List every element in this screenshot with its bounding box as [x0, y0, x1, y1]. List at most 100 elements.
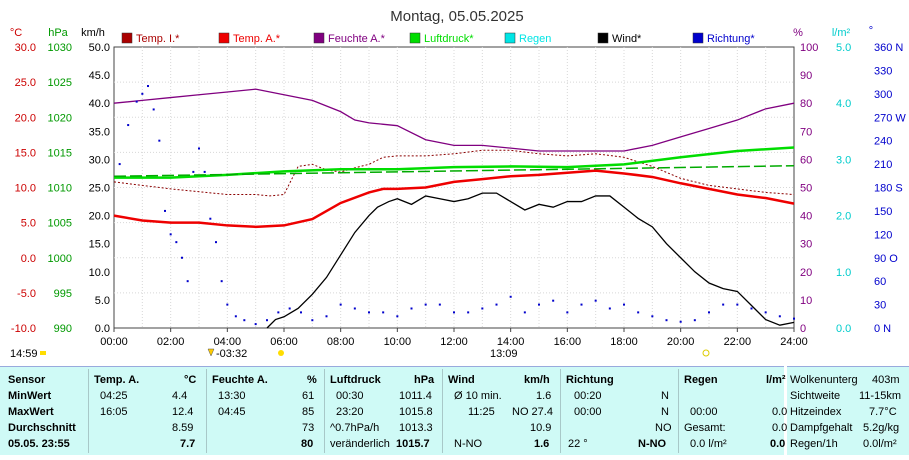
direction-point [438, 303, 441, 306]
wind-tick-label: 40.0 [89, 98, 110, 110]
wind-tick-label: 0.0 [95, 323, 110, 335]
col-divider [442, 369, 443, 453]
direction-point [736, 303, 739, 306]
direction-point [594, 299, 597, 302]
temp-tick-label: -10.0 [11, 323, 36, 335]
direction-point [679, 320, 682, 323]
direction-point [164, 209, 166, 212]
direction-point [410, 307, 413, 310]
visibility-value: 11-15km [859, 390, 901, 402]
temp-now: 7.7 [180, 438, 196, 450]
temp-axis-unit: °C [10, 27, 22, 39]
direction-point [467, 311, 470, 314]
x-tick-label: 22:00 [724, 336, 752, 348]
temp-tick-label: 30.0 [15, 42, 36, 54]
direction-max-time: 00:00 [574, 406, 602, 418]
wind-max: NO 27.4 [512, 406, 553, 418]
moonrise-marker-icon [40, 351, 46, 355]
direction-tick-label: 300 [874, 89, 892, 101]
humidity-avg: 73 [302, 422, 315, 434]
direction-point [382, 311, 385, 314]
humidity-tick-label: 40 [800, 211, 812, 223]
direction-tick-label: 210 [874, 159, 892, 171]
temp-tick-label: -5.0 [17, 288, 36, 300]
sensor-header: Sensor [8, 374, 46, 386]
wind-tick-label: 30.0 [89, 154, 110, 166]
chart-axes: 00:00 02:00 04:00 06:00 08:00 10:00 12:00 14:00… [11, 42, 906, 348]
legend-swatch [409, 32, 421, 44]
wind-tick-label: 20.0 [89, 211, 110, 223]
direction-tick-label: 360 N [874, 42, 903, 54]
direction-point [127, 124, 130, 127]
direction-point [277, 311, 280, 314]
rain-unit: l/m² [766, 374, 786, 386]
temp-avg: 8.59 [172, 422, 194, 434]
direction-point [254, 323, 257, 326]
direction-point [234, 315, 237, 318]
legend-label: Luftdruck* [424, 33, 474, 45]
temp-header: Temp. A. [94, 374, 140, 386]
min-row-label: MinWert [8, 390, 52, 402]
legend-swatch [218, 32, 230, 44]
rain-max: 0.0 [772, 406, 788, 418]
sun-markers: 14:59 -03:32 13:09 [10, 348, 710, 360]
max-row-label: MaxWert [8, 406, 54, 418]
direction-point [778, 315, 781, 318]
legend-label: Regen [519, 33, 551, 45]
direction-tick-label: 180 S [874, 183, 903, 195]
moon-marker-icon [702, 349, 710, 357]
direction-point [693, 319, 696, 322]
legend-label: Wind* [612, 33, 642, 45]
direction-point [651, 315, 654, 318]
legend-label: Temp. A.* [233, 33, 281, 45]
direction-point [300, 311, 302, 314]
legend-swatch [692, 32, 704, 44]
wind-unit: km/h [524, 374, 550, 386]
direction-point [750, 307, 753, 310]
direction-point [623, 303, 625, 306]
direction-point [453, 311, 455, 314]
x-tick-label: 24:00 [780, 336, 808, 348]
direction-point [141, 92, 144, 95]
x-tick-label: 10:00 [384, 336, 412, 348]
chart-series [113, 85, 795, 329]
x-tick-label: 12:00 [440, 336, 468, 348]
temp-tick-label: 10.0 [15, 183, 36, 195]
wind-tick-label: 35.0 [89, 126, 110, 138]
direction-point [215, 241, 217, 244]
direction-point [481, 307, 484, 310]
vapor-value: 5.2g/kg [863, 422, 900, 434]
direction-point [325, 315, 328, 318]
rain-total: 0.0 [772, 422, 788, 434]
cloud-base-value: 403m [872, 374, 900, 386]
temp-tick-label: 0.0 [21, 253, 36, 265]
direction-point [181, 256, 183, 259]
legend-label: Feuchte A.* [328, 33, 386, 45]
pressure-unit: hPa [414, 374, 435, 386]
pressure-tick-label: 1025 [48, 77, 72, 89]
temp-max-time: 16:05 [100, 406, 128, 418]
sun-marker-icon [278, 350, 284, 356]
temp-min-time: 04:25 [100, 390, 128, 402]
direction-max: N [661, 406, 669, 418]
vapor-label: Dampfgehalt [790, 422, 853, 434]
series-line [266, 192, 795, 329]
wind-axis-unit: km/h [81, 27, 105, 39]
direction-tick-label: 60 [874, 276, 886, 288]
heat-index-value: 7.7°C [869, 406, 897, 418]
pressure-tick-label: 1005 [48, 218, 72, 230]
rain-total-label: Gesamt: [684, 422, 726, 434]
direction-point [538, 303, 540, 306]
direction-point [368, 311, 370, 314]
pressure-max: 1015.8 [399, 406, 433, 418]
heat-index-label: Hitzeindex [790, 406, 842, 418]
humidity-max: 85 [302, 406, 315, 418]
direction-point [311, 319, 314, 322]
legend-label: Richtung* [707, 33, 755, 45]
direction-point [566, 311, 569, 314]
temp-tick-label: 20.0 [15, 112, 36, 124]
direction-point [186, 280, 189, 283]
direction-tick-label: 270 W [874, 112, 906, 124]
wind-header: Wind [448, 374, 475, 386]
rain-tick-label: 0.0 [836, 323, 851, 335]
